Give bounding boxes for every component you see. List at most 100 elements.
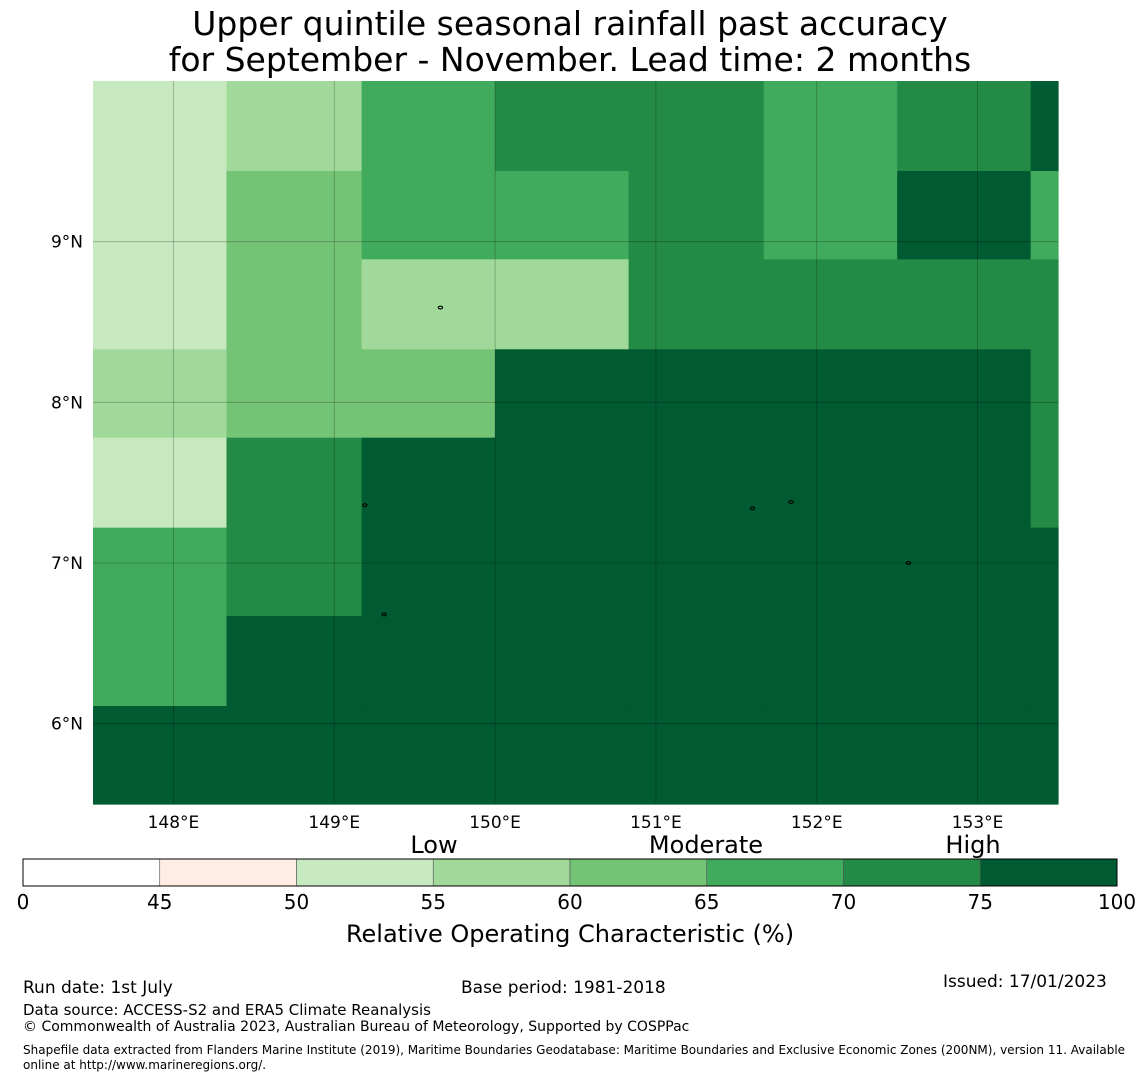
colorbar-segment	[706, 858, 844, 887]
map-cell	[495, 349, 630, 439]
y-tick-labels: 9°N 8°N 7°N 6°N	[51, 233, 83, 735]
colorbar-tick-label: 60	[557, 890, 582, 914]
map-cell	[628, 170, 765, 260]
map-cell	[763, 616, 898, 707]
colorbar-category-label: Low	[410, 831, 457, 859]
map-gridlines	[93, 81, 1058, 804]
x-tick-labels: 148°E 149°E 150°E 151°E 152°E 153°E	[148, 813, 1004, 833]
map-cell	[1030, 527, 1059, 617]
colorbar-tick-label: 45	[147, 890, 172, 914]
map-cell	[93, 616, 228, 707]
colorbar-segment	[22, 858, 161, 887]
colorbar-tick-label: 100	[1098, 890, 1136, 914]
map-cell	[93, 259, 228, 350]
island-outline	[749, 506, 756, 511]
map-cell	[628, 705, 765, 805]
map-figure: 148°E 149°E 150°E 151°E 152°E 153°E 9°N 8°N 7°N…	[17, 81, 1136, 948]
map-cell	[93, 349, 228, 439]
island-outlines	[362, 305, 912, 617]
map-cell	[226, 705, 363, 805]
map-cells	[93, 81, 1059, 805]
colorbar-tick-label: 65	[694, 890, 719, 914]
map-cell	[763, 170, 898, 260]
map-cell	[361, 81, 496, 172]
map-cell	[93, 81, 228, 172]
colorbar-tick-label: 70	[831, 890, 856, 914]
map-cell	[897, 81, 1032, 172]
map-cell	[1030, 705, 1059, 805]
island-outline	[362, 503, 368, 508]
data-source: Data source: ACCESS-S2 and ERA5 Climate …	[23, 1001, 431, 1019]
map-cell	[897, 170, 1032, 260]
colorbar-tick-label: 75	[968, 890, 993, 914]
colorbar-tick-label: 55	[421, 890, 446, 914]
x-tick-label: 148°E	[148, 813, 200, 833]
map-cell	[763, 259, 898, 350]
island-outline	[437, 305, 444, 310]
map-cell	[495, 81, 630, 172]
map-cell	[763, 705, 898, 805]
x-tick-label: 149°E	[308, 813, 360, 833]
map-cell	[226, 349, 363, 439]
map-cell	[495, 170, 630, 260]
colorbar-segment	[843, 858, 981, 887]
colorbar-segment	[159, 858, 297, 887]
map-cell	[226, 616, 363, 707]
colorbar-tick-label: 0	[17, 890, 30, 914]
map-cell	[1030, 349, 1059, 439]
map-cell	[495, 705, 630, 805]
run-date: Run date: 1st July	[23, 978, 173, 998]
issued-date: Issued: 17/01/2023	[943, 972, 1107, 992]
map-cell	[361, 527, 496, 617]
map-cell	[93, 705, 228, 805]
colorbar-segment	[569, 858, 708, 887]
y-tick-label: 7°N	[51, 554, 83, 574]
map-cell	[226, 81, 363, 172]
colorbar-frame	[22, 858, 1118, 887]
island-outline	[381, 612, 387, 617]
map-cell	[897, 705, 1032, 805]
map-cell	[226, 170, 363, 260]
title-line-1: Upper quintile seasonal rainfall past ac…	[192, 4, 948, 43]
island-outline	[905, 561, 912, 565]
map-cell	[495, 616, 630, 707]
map-cell	[495, 437, 630, 529]
map-cell	[763, 81, 898, 172]
colorbar-title: Relative Operating Characteristic (%)	[346, 920, 794, 948]
map-cell	[897, 437, 1032, 529]
map-cell	[361, 437, 496, 529]
map-title: Upper quintile seasonal rainfall past ac…	[0, 6, 1140, 78]
map-cell	[897, 259, 1032, 350]
colorbar-segment	[432, 858, 571, 887]
x-tick-label: 151°E	[630, 813, 682, 833]
map-cell	[361, 259, 496, 350]
map-cell	[628, 527, 765, 617]
map-cell	[628, 616, 765, 707]
map-cell	[226, 259, 363, 350]
map-cell	[226, 437, 363, 529]
island-outline	[788, 499, 794, 504]
map-cell	[763, 349, 898, 439]
map-cell	[361, 616, 496, 707]
map-cell	[1030, 170, 1059, 260]
map-cell	[1030, 437, 1059, 529]
map-cell	[495, 259, 630, 350]
map-cell	[93, 170, 228, 260]
map-cell	[1030, 616, 1059, 707]
y-tick-label: 6°N	[51, 715, 83, 735]
map-cell	[897, 349, 1032, 439]
colorbar-category-label: Moderate	[649, 831, 763, 859]
map-cell	[628, 81, 765, 172]
map-cell	[361, 705, 496, 805]
map-cell	[361, 170, 496, 260]
map-cell	[628, 349, 765, 439]
colorbar-segment	[979, 858, 1118, 887]
y-tick-label: 9°N	[51, 233, 83, 253]
map-cell	[628, 259, 765, 350]
map-cell	[495, 527, 630, 617]
x-tick-label: 152°E	[791, 813, 843, 833]
colorbar-tick-label: 50	[284, 890, 309, 914]
map-cell	[897, 616, 1032, 707]
map-cell	[1030, 81, 1059, 172]
map-cell	[226, 527, 363, 617]
